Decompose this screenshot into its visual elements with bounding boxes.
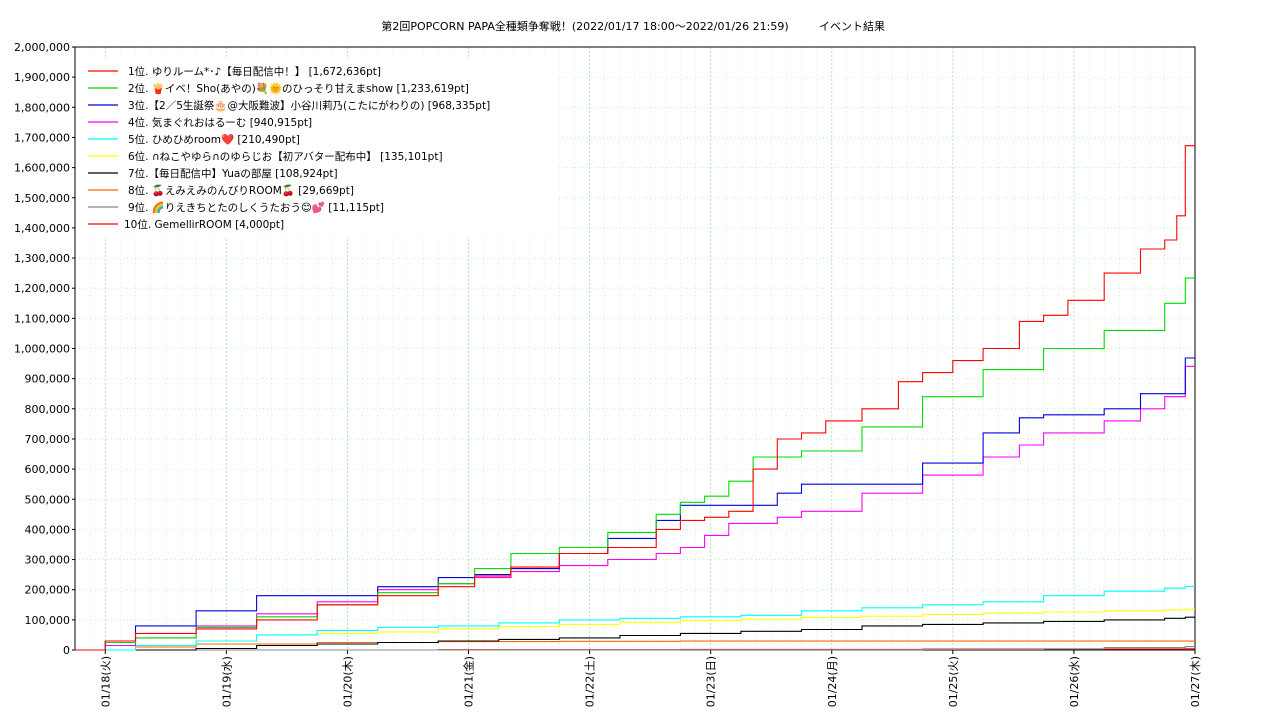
legend-entry: 8位. 🍒えみえみのんびりROOM🍒 [29,669pt] <box>128 184 354 197</box>
series-line <box>75 640 1195 651</box>
y-tick-label: 1,600,000 <box>14 162 70 175</box>
legend-entry: 10位. GemellirROOM [4,000pt] <box>124 218 284 231</box>
x-tick-label: 01/24(月) <box>826 656 839 707</box>
legend-entry: 5位. ひめひめroom❤️ [210,490pt] <box>128 133 300 146</box>
legend-entry: 9位. 🌈りえきちとたのしくうたおう😊💕 [11,115pt] <box>128 201 384 214</box>
y-tick-label: 1,800,000 <box>14 101 70 114</box>
chart-title: 第2回POPCORN PAPA全種類争奪戦！(2022/01/17 18:00～… <box>381 19 788 33</box>
y-axis: 0 100,000 200,000 300,000 400,000 500,000 600,… <box>14 41 75 657</box>
x-tick-label: 01/18(火) <box>99 656 112 707</box>
y-tick-label: 1,500,000 <box>14 192 70 205</box>
y-tick-label: 0 <box>63 644 70 657</box>
legend-entry: 4位. 気まぐれおはるーむ [940,915pt] <box>128 116 312 129</box>
legend-entry: 3位.【2／5生誕祭🎂@大阪難波】小谷川莉乃(こたにがわりの) [968,335… <box>128 99 490 112</box>
y-tick-label: 1,100,000 <box>14 312 70 325</box>
legend-entry: 7位.【毎日配信中】Yuaの部屋 [108,924pt] <box>128 167 338 180</box>
x-axis: 01/18(火) 01/19(水) 01/20(木) 01/21(金) 01/22(土)… <box>99 650 1202 707</box>
y-tick-label: 400,000 <box>25 523 71 536</box>
x-tick-label: 01/26(水) <box>1068 656 1081 707</box>
series-line <box>75 365 1195 651</box>
x-tick-label: 01/20(木) <box>341 656 354 707</box>
series-lines <box>75 145 1195 651</box>
x-tick-label: 01/19(水) <box>220 656 233 707</box>
series-line <box>75 616 1195 651</box>
legend-entry: 6位. ∩ねこやゆら∩のゆらじお【初アバター配布中】 [135,101pt] <box>128 150 443 163</box>
series-line <box>75 145 1195 651</box>
series-line <box>75 357 1195 651</box>
x-tick-label: 01/22(土) <box>584 656 597 707</box>
y-tick-label: 1,900,000 <box>14 71 70 84</box>
x-tick-label: 01/27(木) <box>1189 656 1202 707</box>
legend: 1位. ゆりルーム*･♪【毎日配信中！】 [1,672,636pt] 2位. 🍟イ… <box>77 58 557 238</box>
y-tick-label: 500,000 <box>25 493 71 506</box>
series-line <box>75 585 1195 651</box>
legend-background <box>77 58 557 238</box>
y-tick-label: 1,000,000 <box>14 343 70 356</box>
y-tick-label: 200,000 <box>25 584 71 597</box>
y-tick-label: 1,700,000 <box>14 131 70 144</box>
legend-entry: 2位. 🍟イベ！Sho(あやの)💐🌞のひっそり甘えまshow [1,233,61… <box>128 82 469 95</box>
y-tick-label: 600,000 <box>25 463 71 476</box>
y-tick-label: 800,000 <box>25 403 71 416</box>
y-tick-label: 100,000 <box>25 614 71 627</box>
y-tick-label: 1,400,000 <box>14 222 70 235</box>
y-tick-label: 300,000 <box>25 554 71 567</box>
series-line <box>75 277 1195 651</box>
legend-entry: 1位. ゆりルーム*･♪【毎日配信中！】 [1,672,636pt] <box>128 65 381 78</box>
x-tick-label: 01/23(日) <box>705 656 718 707</box>
series-line <box>75 646 1195 651</box>
x-tick-label: 01/21(金) <box>462 656 476 707</box>
y-tick-label: 700,000 <box>25 433 71 446</box>
y-tick-label: 900,000 <box>25 373 71 386</box>
y-tick-label: 2,000,000 <box>14 41 70 54</box>
y-tick-label: 1,200,000 <box>14 282 70 295</box>
chart-subtitle: イベント結果 <box>819 19 885 33</box>
x-tick-label: 01/25(火) <box>947 656 960 707</box>
y-tick-label: 1,300,000 <box>14 252 70 265</box>
